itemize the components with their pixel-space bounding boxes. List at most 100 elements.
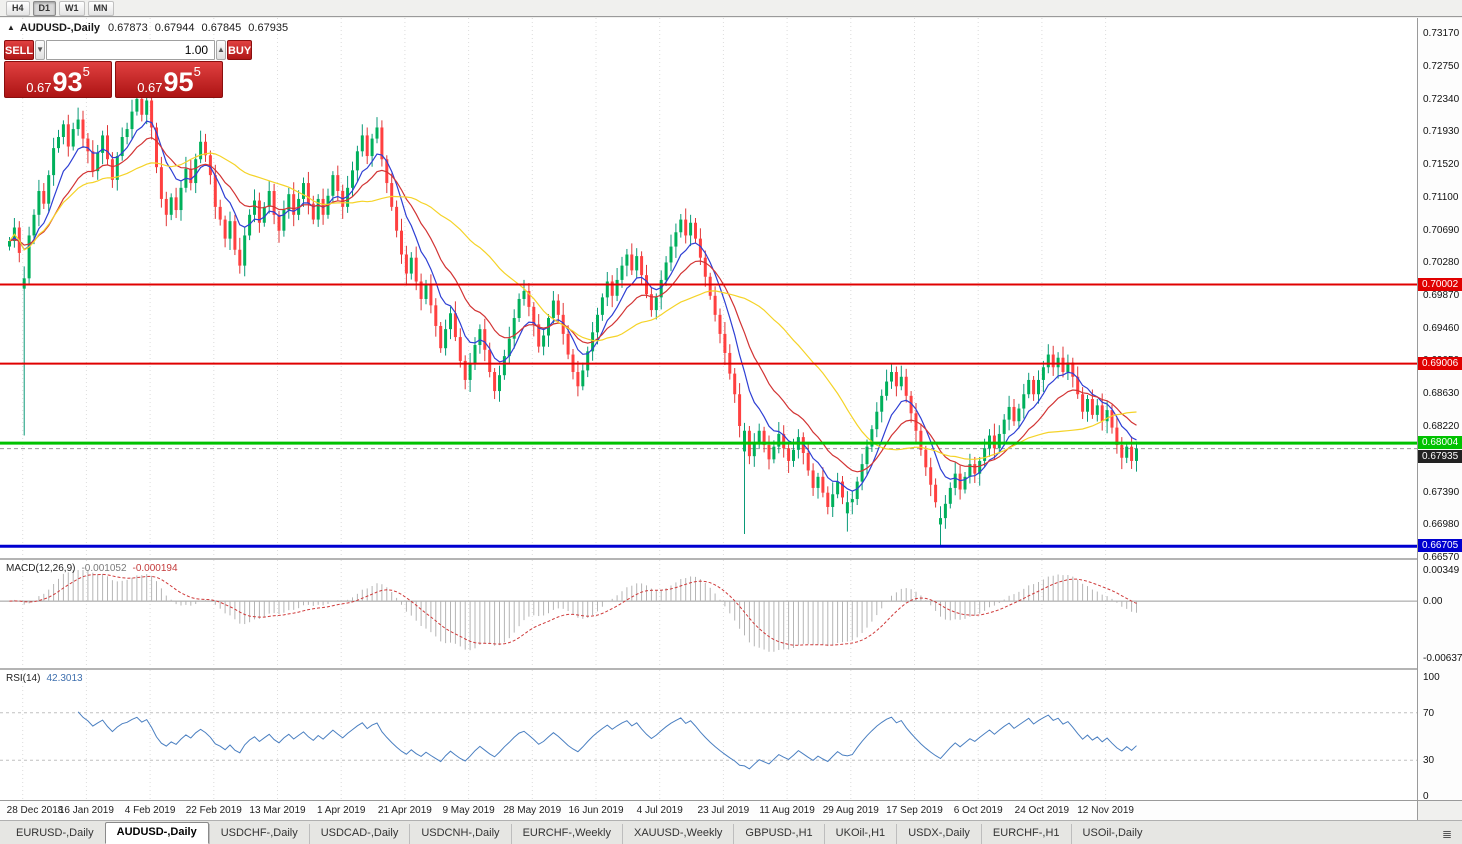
timeframe-button-mn[interactable]: MN [87, 0, 114, 16]
rsi-value: 42.3013 [46, 673, 83, 684]
level-price-tag: 0.68004 [1418, 436, 1462, 450]
date-axis-label: 4 Jul 2019 [636, 805, 683, 816]
timeframe-button-w1[interactable]: W1 [59, 0, 85, 16]
current-price-tag: 0.67935 [1418, 450, 1462, 464]
price-axis-tick: 0.72340 [1423, 93, 1460, 105]
chart-tab-usdcnh-daily[interactable]: USDCNH-,Daily [409, 824, 510, 844]
level-price-tag: 0.66705 [1418, 539, 1462, 553]
date-axis-label: 22 Feb 2019 [185, 805, 242, 816]
chart-tab-audusd-daily[interactable]: AUDUSD-,Daily [104, 822, 209, 844]
chart-tab-usdchf-daily[interactable]: USDCHF-,Daily [208, 824, 309, 844]
chart-tab-ukoil-h1[interactable]: UKOil-,H1 [823, 824, 897, 844]
chart-symbol-label: AUDUSD-,Daily [19, 22, 100, 34]
sell-price-big: 93 [52, 67, 83, 97]
date-axis-label: 28 Dec 2018 [6, 805, 64, 816]
price-axis-tick: 0.71100 [1423, 192, 1459, 204]
ohlc-open: 0.67873 [108, 22, 148, 34]
price-axis-tick: 0.68220 [1423, 421, 1460, 432]
price-axis-tick: 0.71520 [1423, 159, 1460, 170]
level-price-tag: 0.70002 [1418, 277, 1462, 291]
chart-tab-bar: EURUSD-,Daily AUDUSD-,Daily USDCHF-,Daily U… [0, 820, 1462, 844]
macd-main-value: -0.001052 [81, 563, 127, 574]
timeframe-button-d1[interactable]: D1 [32, 0, 57, 16]
price-axis-tick: 0.73170 [1423, 28, 1460, 39]
date-axis[interactable]: 28 Dec 2018 16 Jan 2019 4 Feb 2019 22 Feb 2… [0, 800, 1417, 820]
rsi-chart [0, 670, 1417, 800]
timeframe-button-h4[interactable]: H4 [6, 0, 30, 16]
candlestick-chart[interactable] [0, 18, 1417, 558]
price-axis-tick: 0.66570 [1423, 552, 1460, 563]
price-axis[interactable]: 0.73170 0.72750 0.72340 0.71930 0.71520 0.711… [1417, 18, 1462, 802]
macd-name: MACD(12,26,9) [6, 563, 76, 574]
price-axis-tick: 0.69870 [1423, 290, 1460, 301]
date-axis-label: 1 Apr 2019 [317, 805, 366, 816]
volume-increase-button[interactable]: ▲ [216, 40, 226, 60]
rsi-axis-tick: 0 [1423, 791, 1429, 802]
buy-price-sup: 5 [193, 64, 201, 79]
price-axis-tick: 0.70690 [1423, 224, 1460, 236]
date-axis-label: 21 Apr 2019 [377, 805, 432, 816]
level-price-tag: 0.69006 [1418, 356, 1462, 370]
window-list-icon[interactable]: ≣ [1441, 827, 1452, 841]
date-axis-label: 16 Jun 2019 [568, 805, 624, 816]
rsi-name: RSI(14) [6, 673, 41, 684]
macd-label: MACD(12,26,9) -0.001052 -0.000194 [6, 563, 178, 574]
macd-chart [0, 560, 1417, 668]
date-axis-label: 23 Jul 2019 [697, 805, 750, 816]
chart-tab-eurchf-h1[interactable]: EURCHF-,H1 [980, 824, 1071, 844]
sell-price-head: 0.67 [26, 80, 52, 95]
date-axis-label: 29 Aug 2019 [822, 805, 879, 816]
price-chart-pane[interactable]: ▲ AUDUSD-,Daily 0.67873 0.67944 0.67845 0.679… [0, 18, 1417, 558]
chart-tab-usdcad-daily[interactable]: USDCAD-,Daily [308, 824, 410, 844]
date-axis-label: 12 Nov 2019 [1077, 805, 1134, 816]
date-axis-label: 16 Jan 2019 [58, 805, 114, 816]
ohlc-low: 0.67845 [201, 22, 242, 34]
price-axis-tick: 0.66980 [1423, 519, 1460, 531]
chart-tab-usdx-daily[interactable]: USDX-,Daily [896, 824, 981, 844]
sell-price-button[interactable]: 0.67 93 5 [4, 61, 112, 98]
price-axis-tick: 0.69460 [1423, 322, 1460, 334]
chart-tab-eurusd-daily[interactable]: EURUSD-,Daily [16, 827, 94, 839]
price-axis-tick: 0.67390 [1423, 486, 1460, 498]
sell-price-sup: 5 [82, 64, 90, 79]
macd-axis-tick: 0.00349 [1423, 565, 1460, 576]
macd-axis-tick: -0.00637 [1423, 653, 1462, 664]
collapse-trade-panel-icon[interactable]: ▲ [7, 23, 15, 32]
chart-tab-eurchf-weekly[interactable]: EURCHF-,Weekly [510, 824, 622, 844]
ohlc-close: 0.67935 [248, 22, 289, 34]
pane-splitter-rsi[interactable] [0, 668, 1417, 670]
date-axis-label: 17 Sep 2019 [886, 805, 943, 816]
pane-splitter-macd[interactable] [0, 558, 1417, 560]
chart-tab-xauusd-weekly[interactable]: XAUUSD-,Weekly [621, 824, 733, 844]
volume-input[interactable] [46, 40, 216, 60]
date-axis-label: 9 May 2019 [442, 805, 495, 816]
chart-tab-usoil-daily[interactable]: USOil-,Daily [1070, 824, 1154, 844]
rsi-axis-tick: 70 [1423, 707, 1435, 719]
chart-tab-gbpusd-h1[interactable]: GBPUSD-,H1 [733, 824, 823, 844]
price-axis-tick: 0.68630 [1423, 388, 1460, 400]
rsi-axis-tick: 30 [1423, 755, 1435, 767]
date-axis-label: 11 Aug 2019 [759, 805, 815, 816]
buy-price-head: 0.67 [137, 80, 163, 95]
price-axis-tick: 0.72750 [1423, 61, 1460, 73]
date-axis-label: 13 Mar 2019 [249, 805, 306, 816]
date-axis-label: 28 May 2019 [503, 805, 562, 816]
volume-decrease-button[interactable]: ▼ [35, 40, 46, 60]
timeframe-toolbar: H4 D1 W1 MN [0, 0, 1462, 17]
date-axis-label: 4 Feb 2019 [124, 805, 176, 816]
chart-ohlc-info: ▲ AUDUSD-,Daily 0.67873 0.67944 0.67845 0.679… [7, 22, 295, 34]
buy-button[interactable]: BUY [226, 40, 253, 60]
macd-indicator-pane[interactable]: MACD(12,26,9) -0.001052 -0.000194 [0, 560, 1417, 668]
buy-price-big: 95 [163, 67, 194, 97]
rsi-label: RSI(14) 42.3013 [6, 673, 83, 684]
rsi-indicator-pane[interactable]: RSI(14) 42.3013 [0, 670, 1417, 800]
macd-signal-value: -0.000194 [132, 563, 178, 574]
sell-button[interactable]: SELL [4, 40, 35, 60]
axis-corner [1417, 800, 1462, 820]
rsi-axis-tick: 100 [1423, 672, 1440, 683]
macd-axis-tick: 0.00 [1423, 596, 1443, 608]
date-axis-label: 24 Oct 2019 [1014, 805, 1070, 816]
buy-price-button[interactable]: 0.67 95 5 [115, 61, 223, 98]
ohlc-high: 0.67944 [154, 22, 195, 34]
